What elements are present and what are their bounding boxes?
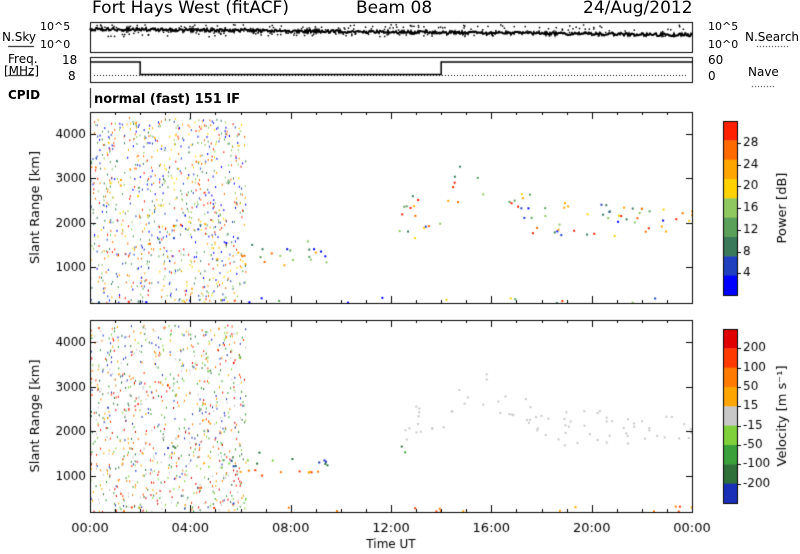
cpid-label: CPID [8, 88, 41, 102]
nave-tick-bottom: 0 [708, 69, 716, 83]
nave-label: Nave [748, 65, 779, 79]
date-label: 24/Aug/2012 [583, 0, 693, 18]
nsearch-tick-bottom: 10^0 [708, 38, 739, 51]
nsearch-tick-top: 10^5 [708, 20, 739, 33]
freq-unit-label: [MHz] [4, 64, 40, 78]
freq-tick-top: 18 [62, 53, 78, 67]
freq-tick-bottom: 8 [68, 69, 76, 83]
freq-label: Freq. [8, 52, 38, 66]
nave-tick-top: 60 [708, 53, 724, 67]
nsky-label: N.Sky [2, 30, 37, 44]
nsearch-label: N.Search [745, 30, 800, 44]
mode-text: normal (fast) 151 IF [94, 92, 241, 107]
nsky-tick-top: 10^5 [40, 20, 71, 33]
nsky-tick-bottom: 10^0 [40, 38, 71, 51]
station-title: Fort Hays West (fitACF) [92, 0, 289, 18]
beam-label: Beam 08 [356, 0, 433, 18]
